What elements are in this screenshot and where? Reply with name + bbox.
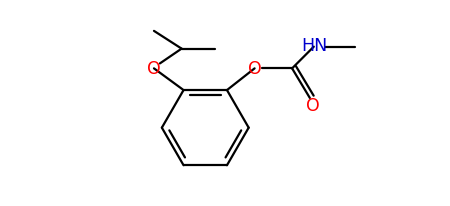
Text: HN: HN [302,36,328,54]
Text: O: O [147,60,161,78]
Text: O: O [306,96,319,114]
Text: O: O [248,60,261,78]
